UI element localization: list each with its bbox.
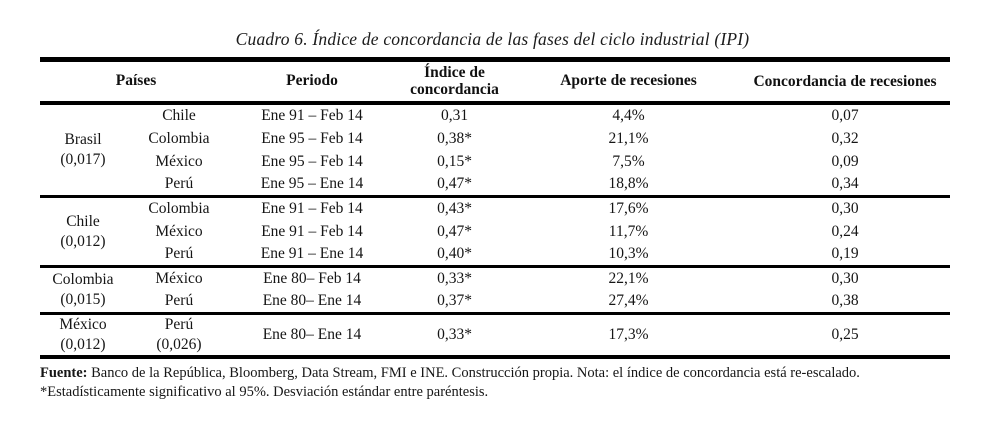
concordance-table: Países Periodo Índice de concordancia Ap…: [40, 57, 950, 359]
concordancia-cell: 0,25: [740, 312, 950, 357]
aporte-cell: 22,1%: [517, 265, 740, 290]
periodo-cell: Ene 91 – Feb 14: [261, 107, 363, 124]
concordancia-cell: 0,09: [831, 152, 859, 170]
pair-country-cell: Colombia: [126, 195, 232, 220]
group-country-name: Chile: [66, 212, 100, 230]
footnote-source-text: Banco de la República, Bloomberg, Data S…: [87, 365, 860, 381]
indice-cell: 0,15*: [437, 152, 472, 170]
pair-country-name: México: [155, 270, 203, 287]
table-row: Perú Ene 95 – Ene 14 0,47* 18,8% 0,34: [40, 173, 950, 197]
pair-country-cell: Colombia: [126, 127, 232, 150]
footnote-source: Fuente: Banco de la República, Bloomberg…: [40, 364, 952, 383]
concordancia-cell: 0,38: [831, 292, 859, 309]
pair-country-cell: Perú (0,026): [126, 312, 232, 357]
group-country-sd: (0,015): [60, 291, 106, 308]
group-country-sd: (0,012): [60, 336, 106, 353]
pair-country-name: México: [155, 222, 203, 240]
table-footnotes: Fuente: Banco de la República, Bloomberg…: [40, 364, 952, 401]
concordancia-cell: 0,32: [831, 129, 859, 147]
pair-country-cell: Perú: [126, 173, 232, 197]
group-country-sd: (0,017): [60, 151, 106, 168]
group-country-cell: Chile (0,012): [40, 195, 126, 267]
indice-cell: 0,47*: [437, 222, 472, 240]
group-country-cell: Colombia (0,015): [40, 265, 126, 314]
pair-country-name: Perú: [164, 316, 194, 333]
col-header-paises: Países: [40, 59, 232, 105]
periodo-cell: Ene 95 – Ene 14: [260, 175, 364, 192]
table-header: Países Periodo Índice de concordancia Ap…: [40, 59, 950, 105]
pair-country-name: Perú: [164, 175, 194, 192]
aporte-cell: 7,5%: [612, 152, 645, 170]
group-country-name: Colombia: [52, 271, 114, 288]
pair-country-cell: México: [126, 220, 232, 243]
periodo-cell: Ene 80– Ene 14: [232, 312, 392, 357]
periodo-cell: Ene 91 – Feb 14: [261, 222, 363, 240]
aporte-cell: 17,3%: [517, 312, 740, 357]
periodo-cell: Ene 91 – Feb 14: [232, 195, 392, 220]
indice-cell: 0,37*: [437, 292, 472, 309]
aporte-cell: 17,6%: [517, 195, 740, 220]
pair-country-name: Perú: [164, 292, 194, 309]
footnote-significance: *Estadísticamente significativo al 95%. …: [40, 383, 489, 400]
periodo-cell: Ene 91 – Ene 14: [260, 245, 364, 262]
pair-country-cell: Perú: [126, 243, 232, 267]
paper-table-page: Cuadro 6. Índice de concordancia de las …: [0, 29, 985, 438]
table-row: Colombia (0,015) México Ene 80– Feb 14 0,33*…: [40, 265, 950, 314]
aporte-cell: 10,3%: [608, 245, 649, 262]
table-row: México Ene 91 – Feb 14 0,47* 11,7% 0,24: [40, 220, 950, 243]
table-row: Brasil (0,017) Chile Ene 91 – Feb 14 0,31 4,4…: [40, 103, 950, 168]
concordancia-cell: 0,30: [740, 195, 950, 220]
indice-cell: 0,40*: [437, 245, 472, 262]
pair-country-name: Chile: [162, 107, 196, 124]
concordancia-cell: 0,07: [831, 107, 859, 124]
col-header-concordancia: Concordancia de recesiones: [740, 59, 950, 105]
indice-cell: 0,47*: [437, 175, 472, 192]
pair-country-cell: Chile: [126, 103, 232, 127]
table-row: México (0,012) Perú (0,026) Ene 80– Ene 14 0,…: [40, 312, 950, 357]
pair-country-name: Perú: [164, 245, 194, 262]
group-country-cell: Brasil (0,017): [40, 103, 126, 197]
footnote-source-label: Fuente:: [40, 365, 88, 381]
pair-country-sd: (0,026): [156, 336, 202, 353]
pair-country-name: Colombia: [148, 200, 210, 217]
group-country-name: México: [59, 316, 107, 333]
header-row: Países Periodo Índice de concordancia Ap…: [40, 59, 950, 105]
group-country-name: Brasil: [64, 131, 102, 148]
aporte-cell: 18,8%: [608, 175, 649, 192]
indice-cell: 0,33*: [392, 312, 517, 357]
aporte-cell: 4,4%: [612, 107, 645, 124]
table-title: Cuadro 6. Índice de concordancia de las …: [235, 29, 750, 49]
col-header-indice: Índice de concordancia: [392, 59, 517, 105]
indice-cell: 0,31: [440, 107, 469, 124]
concordancia-cell: 0,30: [740, 265, 950, 290]
pair-country-cell: Perú: [126, 290, 232, 314]
pair-country-name: México: [155, 152, 203, 170]
concordancia-cell: 0,24: [831, 222, 859, 240]
col-header-periodo: Periodo: [232, 59, 392, 105]
pair-country-cell: México: [126, 265, 232, 290]
group-country-cell: México (0,012): [40, 312, 126, 357]
aporte-cell: 11,7%: [608, 222, 649, 240]
table-row: Perú Ene 91 – Ene 14 0,40* 10,3% 0,19: [40, 243, 950, 267]
concordancia-cell: 0,34: [831, 175, 859, 192]
indice-cell: 0,33*: [392, 265, 517, 290]
periodo-cell: Ene 80– Feb 14: [232, 265, 392, 290]
periodo-cell: Ene 95 – Feb 14: [261, 129, 363, 147]
periodo-cell: Ene 80– Ene 14: [262, 292, 362, 309]
group-country-sd: (0,012): [60, 232, 106, 250]
table-row: Perú Ene 80– Ene 14 0,37* 27,4% 0,38: [40, 290, 950, 314]
table-body: Brasil (0,017) Chile Ene 91 – Feb 14 0,31 4,4…: [40, 103, 950, 357]
table-row: Colombia Ene 95 – Feb 14 0,38* 21,1% 0,32: [40, 127, 950, 150]
pair-country-name: Colombia: [148, 129, 210, 147]
col-header-aporte: Aporte de recesiones: [517, 59, 740, 105]
table-row: México Ene 95 – Feb 14 0,15* 7,5% 0,09: [40, 150, 950, 173]
aporte-cell: 21,1%: [608, 129, 649, 147]
pair-country-cell: México: [126, 150, 232, 173]
aporte-cell: 27,4%: [608, 292, 649, 309]
indice-cell: 0,43*: [392, 195, 517, 220]
table-row: Chile (0,012) Colombia Ene 91 – Feb 14 0,43*…: [40, 195, 950, 267]
concordancia-cell: 0,19: [831, 245, 859, 262]
periodo-cell: Ene 95 – Feb 14: [261, 152, 363, 170]
indice-cell: 0,38*: [437, 129, 472, 147]
